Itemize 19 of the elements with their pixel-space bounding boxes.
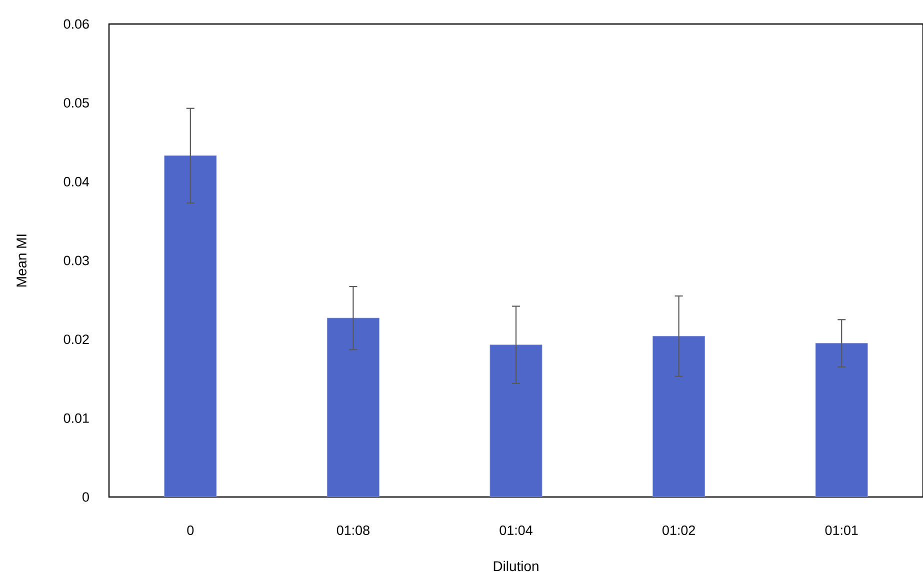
y-tick-label: 0.03 xyxy=(64,256,89,266)
x-tick-label: 01:08 xyxy=(336,526,370,536)
x-tick-label: 0 xyxy=(187,526,194,536)
bar xyxy=(490,344,542,497)
y-tick-label: 0 xyxy=(82,492,89,502)
x-tick-label: 01:02 xyxy=(662,526,695,536)
bar xyxy=(164,155,217,497)
y-tick-label: 0.06 xyxy=(64,19,89,29)
y-axis-title: Mean MI xyxy=(16,234,26,286)
bar xyxy=(327,318,380,497)
x-tick-label: 01:01 xyxy=(825,526,858,536)
y-tick-label: 0.01 xyxy=(64,413,89,423)
y-tick-label: 0.02 xyxy=(64,334,89,344)
x-axis-title: Dilution xyxy=(494,560,538,572)
y-tick-label: 0.04 xyxy=(64,176,90,186)
y-tick-label: 0.05 xyxy=(64,98,89,108)
bar xyxy=(815,343,868,497)
bar xyxy=(652,336,706,497)
x-tick-label: 01:04 xyxy=(500,526,532,536)
